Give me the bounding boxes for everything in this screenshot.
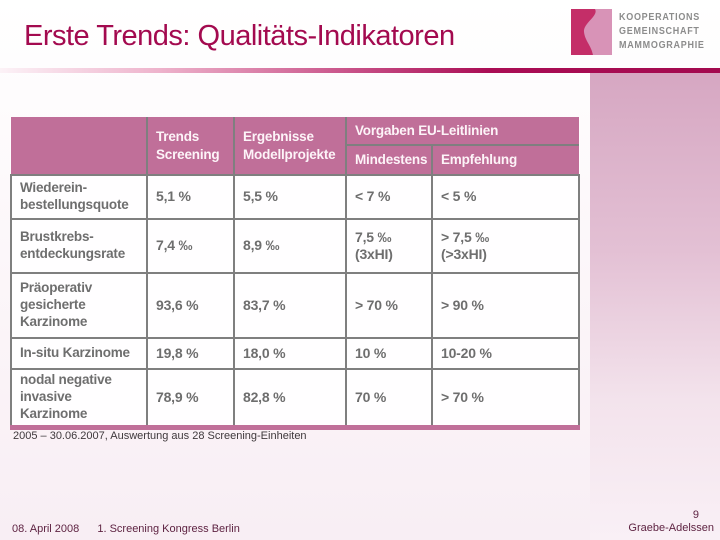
header-trends-screening: Trends Screening (146, 117, 235, 176)
slide-title: Erste Trends: Qualitäts-Indikatoren (24, 20, 455, 52)
row-label: In-situ Karzinome (10, 337, 148, 370)
row-value: 83,7 % (233, 272, 347, 339)
row-value: 78,9 % (146, 368, 235, 425)
row-value: < 7 % (345, 174, 433, 220)
logo-line-3: MAMMOGRAPHIE (618, 40, 705, 52)
table-row: nodal negative invasive Karzinome 78,9 % 8… (10, 368, 580, 425)
footer-right: 9 Graebe-Adelssen (628, 509, 714, 537)
row-label: nodal negative invasive Karzinome (10, 368, 148, 425)
header-ergebnisse-modellprojekte: Ergebnisse Modellprojekte (233, 117, 347, 176)
logo-line-1: KOOPERATIONS (618, 11, 700, 23)
table-header: Trends Screening Ergebnisse Modellprojek… (11, 117, 579, 176)
footer-author: Graebe-Adelssen (628, 522, 714, 535)
row-label: Wiederein- bestellungsquote (10, 174, 148, 220)
header-divider-rule (0, 68, 720, 73)
right-side-panel (590, 73, 720, 540)
row-value: 93,6 % (146, 272, 235, 339)
row-value: 5,5 % (233, 174, 347, 220)
row-value: < 5 % (431, 174, 580, 220)
row-value: 10 % (345, 337, 433, 370)
row-value: 8,9 ‰ (233, 218, 347, 274)
row-value: 7,4 ‰ (146, 218, 235, 274)
header-vorgaben-eu-leitlinien: Vorgaben EU-Leitlinien (345, 117, 579, 146)
footer-left: 08. April 2008 1. Screening Kongress Ber… (12, 523, 240, 535)
row-value: > 90 % (431, 272, 580, 339)
table-row: Brustkrebs- entdeckungsrate 7,4 ‰ 8,9 ‰ 7,5… (10, 218, 580, 274)
table-header-row-main: Trends Screening Ergebnisse Modellprojek… (11, 117, 579, 176)
row-value: > 70 % (431, 368, 580, 425)
row-value: > 7,5 ‰ (>3xHI) (431, 218, 580, 274)
table-row: Wiederein- bestellungsquote 5,1 % 5,5 % < 7… (10, 174, 580, 220)
table-header-row-sub: Mindestens Empfehlung (11, 145, 579, 176)
row-value: 10-20 % (431, 337, 580, 370)
slide-page-number: 9 (692, 508, 699, 521)
row-value: 82,8 % (233, 368, 347, 425)
mammographie-logo-icon (570, 9, 612, 55)
row-value: 18,0 % (233, 337, 347, 370)
row-value: 70 % (345, 368, 433, 425)
table-row: Präoperativ gesicherte Karzinome 93,6 % 83… (10, 272, 580, 339)
indicator-table-body: Wiederein- bestellungsquote 5,1 % 5,5 % < 7… (10, 174, 580, 425)
table-row: In-situ Karzinome 19,8 % 18,0 % 10 % 10-20 % (10, 337, 580, 370)
indicators-table-container: Trends Screening Ergebnisse Modellprojek… (10, 117, 580, 430)
row-value: 19,8 % (146, 337, 235, 370)
row-value: > 70 % (345, 272, 433, 339)
quality-indicators-table: Trends Screening Ergebnisse Modellprojek… (10, 117, 580, 425)
footer-date: 08. April 2008 (12, 523, 80, 535)
organization-logo: KOOPERATIONS GEMEINSCHAFT MAMMOGRAPHIE (570, 9, 714, 55)
header-mindestens: Mindestens (346, 145, 433, 176)
row-value: 5,1 % (146, 174, 235, 220)
header-empfehlung: Empfehlung (431, 145, 579, 176)
data-source-footnote: 2005 – 30.06.2007, Auswertung aus 28 Scr… (13, 430, 307, 442)
footer-event: 1. Screening Kongress Berlin (97, 523, 240, 535)
logo-line-2: GEMEINSCHAFT (618, 25, 700, 37)
logo-wordmark: KOOPERATIONS GEMEINSCHAFT MAMMOGRAPHIE (619, 11, 705, 54)
header-empty-cell (11, 117, 148, 176)
row-label: Brustkrebs- entdeckungsrate (10, 218, 148, 274)
row-value: 7,5 ‰ (3xHI) (345, 218, 433, 274)
row-label: Präoperativ gesicherte Karzinome (10, 272, 148, 339)
